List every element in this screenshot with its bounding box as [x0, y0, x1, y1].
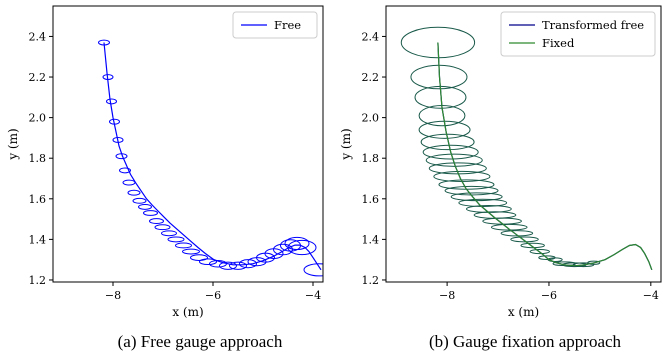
y-axis-label: y (m)	[339, 128, 353, 160]
plot-panel-a: −8 −6 −4 1.2 1.4 1.6 1.8 2.0 2.2 2.4 x (m) y (m) Fre…	[6, 5, 324, 319]
uncertainty-ellipse	[229, 261, 247, 270]
uncertainty-ellipse	[510, 236, 539, 243]
axes-frame	[52, 5, 324, 283]
y-tick-label: 1.8	[29, 152, 47, 165]
uncertainty-ellipse	[219, 261, 237, 270]
uncertainty-ellipse	[122, 179, 136, 186]
y-tick-label: 1.6	[362, 193, 380, 206]
uncertainty-ellipse	[425, 153, 483, 167]
series-line-0	[437, 42, 653, 271]
x-tick-label: −8	[105, 289, 121, 302]
x-tick-label: −8	[439, 289, 455, 302]
x-axis-label: x (m)	[172, 305, 203, 319]
uncertainty-ellipse	[420, 133, 475, 151]
y-tick-label: 2.4	[362, 30, 380, 43]
uncertainty-ellipse	[143, 210, 158, 216]
legend: Transformed free Fixed	[500, 11, 656, 57]
y-tick-label: 2.2	[362, 71, 380, 84]
uncertainty-ellipse	[182, 248, 200, 255]
x-tick-label: −4	[643, 289, 659, 302]
uncertainty-ellipse	[119, 167, 131, 174]
x-tick-label: −6	[205, 289, 221, 302]
y-tick-label: 2.0	[362, 112, 380, 125]
y-tick-label: 1.2	[29, 274, 47, 287]
uncertainty-ellipse	[127, 189, 141, 196]
x-tick-label: −6	[541, 289, 557, 302]
uncertainty-ellipse	[106, 98, 117, 105]
uncertainty-ellipse	[303, 263, 323, 277]
uncertainty-ellipse	[500, 230, 534, 237]
y-tick-label: 1.4	[362, 233, 380, 246]
uncertainty-ellipse	[400, 26, 476, 59]
x-tick-label: −4	[305, 289, 321, 302]
uncertainty-ellipse	[175, 242, 192, 249]
uncertainty-ellipse	[422, 144, 479, 160]
legend-label: Fixed	[542, 36, 575, 50]
y-tick-label: 1.4	[29, 233, 47, 246]
uncertainty-ellipse	[547, 257, 563, 263]
uncertainty-ellipse	[490, 223, 528, 231]
series-line-1	[437, 42, 653, 271]
legend-label: Free	[274, 18, 301, 32]
y-tick-label: 1.6	[29, 193, 47, 206]
y-axis-label: y (m)	[6, 128, 20, 160]
axes-frame	[385, 5, 662, 283]
uncertainty-ellipse	[190, 254, 208, 261]
uncertainty-ellipse	[239, 259, 257, 269]
series-line-0	[103, 42, 322, 271]
uncertainty-ellipse	[167, 236, 185, 243]
x-axis-label: x (m)	[508, 305, 539, 319]
uncertainty-ellipse	[149, 218, 164, 225]
uncertainty-ellipse	[284, 236, 310, 251]
uncertainty-ellipse	[132, 197, 147, 204]
plot-area	[400, 26, 653, 271]
y-tick-label: 2.2	[29, 71, 47, 84]
uncertainty-ellipse	[138, 203, 152, 210]
legend-box	[500, 11, 656, 57]
legend-box	[232, 11, 318, 39]
plot-area	[98, 39, 323, 277]
uncertainty-ellipse	[587, 260, 601, 265]
y-tick-label: 1.8	[362, 152, 380, 165]
uncertainty-ellipse	[199, 258, 217, 266]
caption-a: (a) Free gauge approach	[117, 332, 283, 351]
uncertainty-ellipse	[154, 224, 171, 231]
uncertainty-ellipse	[161, 230, 177, 237]
legend: Free	[232, 11, 318, 39]
legend-label: Transformed free	[542, 18, 644, 32]
y-tick-label: 1.2	[362, 274, 380, 287]
y-tick-label: 2.4	[29, 30, 47, 43]
uncertainty-ellipse	[529, 249, 550, 255]
uncertainty-ellipse	[458, 198, 508, 208]
plot-panel-b: −8 −6 −4 1.2 1.4 1.6 1.8 2.0 2.2 2.4 x (m) y (m) Tra…	[339, 5, 662, 319]
uncertainty-ellipse	[520, 242, 545, 249]
y-tick-label: 2.0	[29, 112, 47, 125]
caption-b: (b) Gauge fixation approach	[428, 332, 622, 351]
